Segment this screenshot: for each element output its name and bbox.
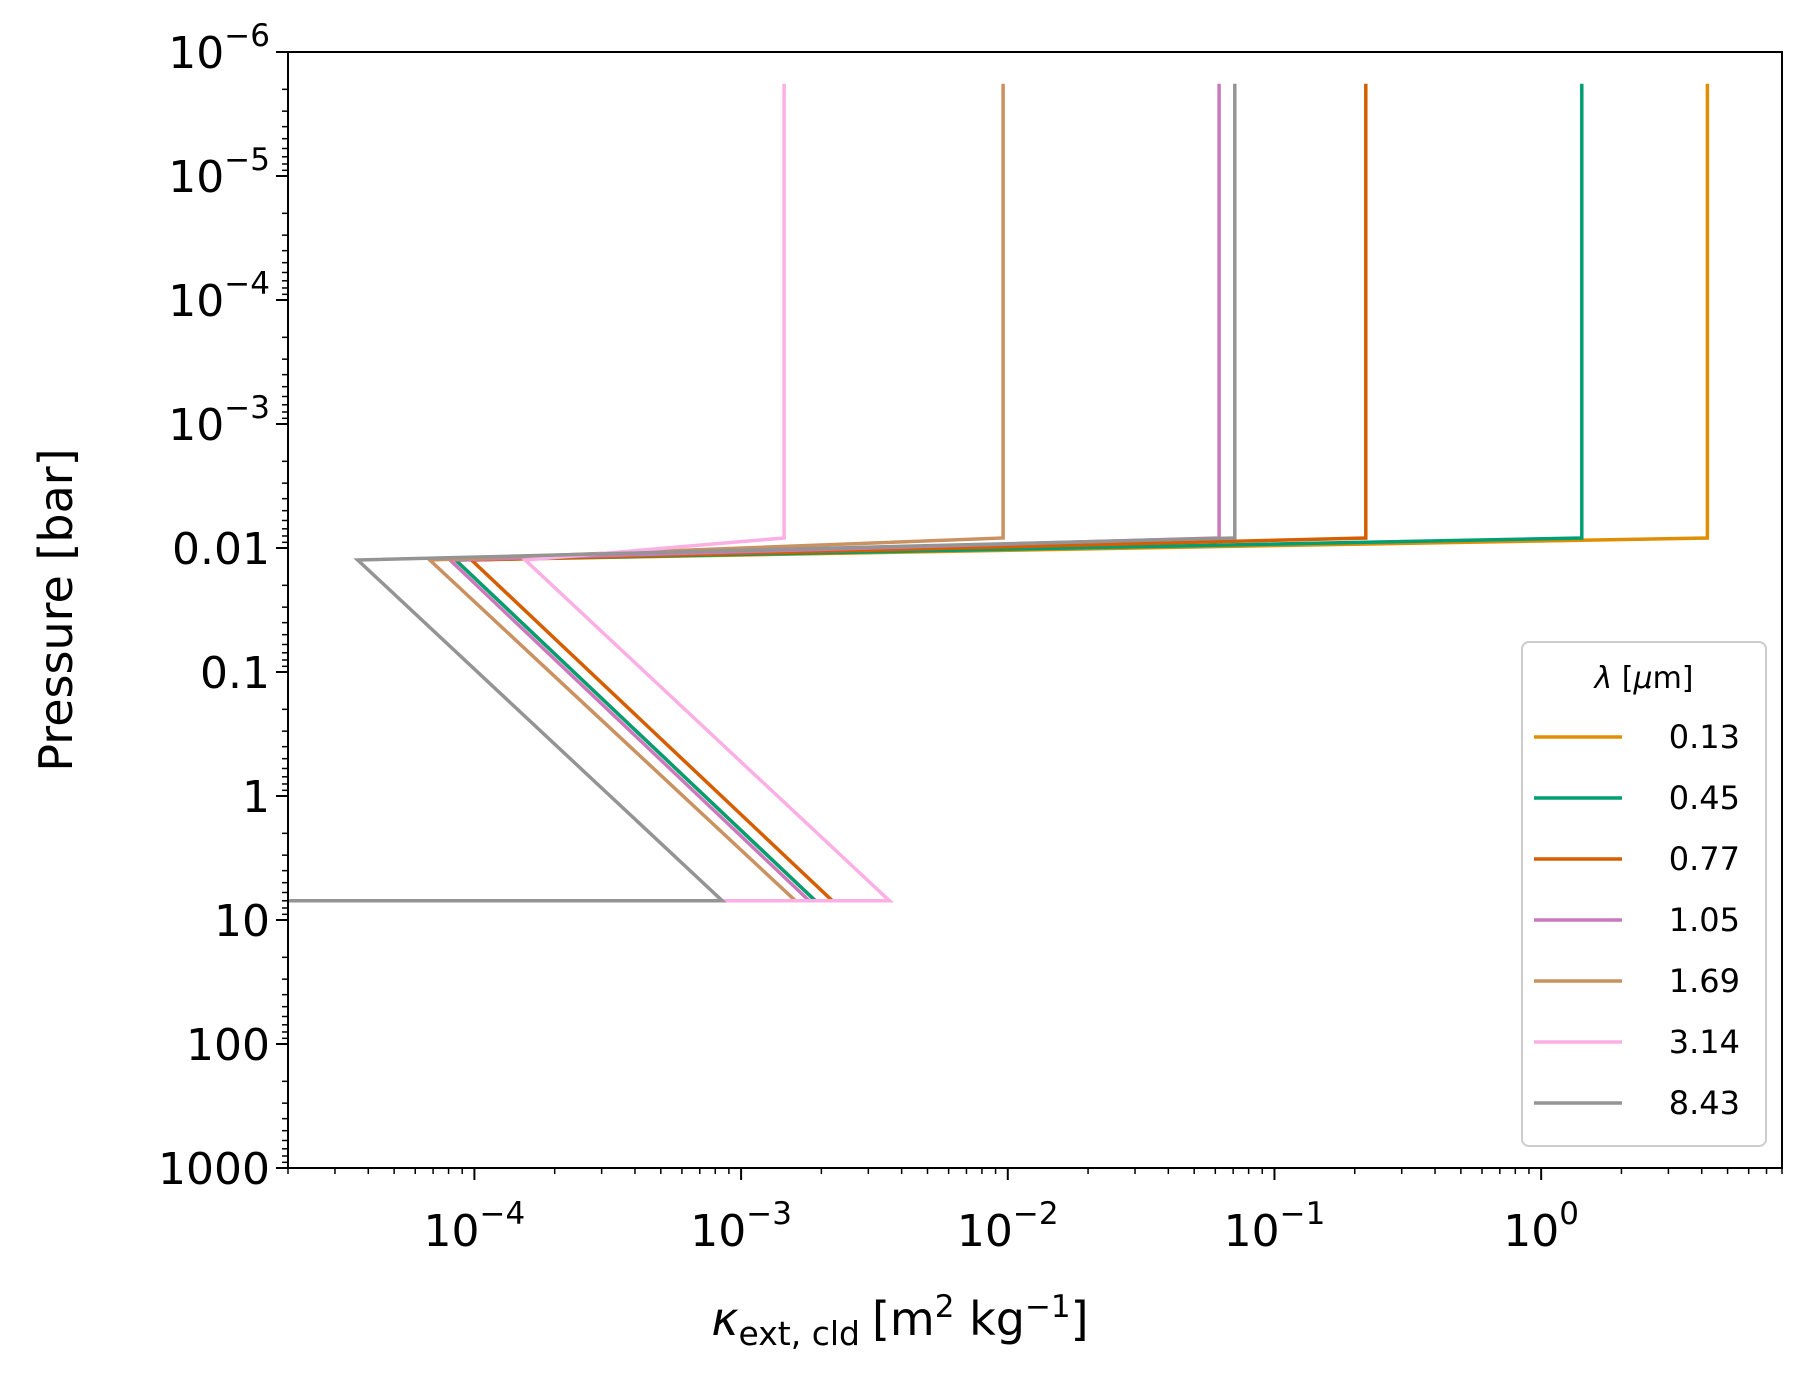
legend-label-1.05: 1.05 bbox=[1669, 901, 1740, 939]
plot-lines bbox=[288, 83, 1710, 903]
series-line-0.77 bbox=[467, 83, 1368, 903]
y-tick-label: 10−4 bbox=[168, 266, 270, 327]
x-label-unit-sup2: −1 bbox=[1025, 1289, 1071, 1325]
y-tick-label: 0.1 bbox=[200, 648, 270, 699]
x-tick-label: 10−4 bbox=[424, 1196, 526, 1257]
y-tick-label: 10−3 bbox=[168, 390, 270, 451]
x-tick-label: 10−1 bbox=[1224, 1196, 1326, 1257]
x-label-unit-open: [m bbox=[872, 1292, 935, 1346]
legend-box bbox=[1521, 641, 1767, 1147]
x-axis-label: κext, cld [m2 kg−1] bbox=[711, 1289, 1088, 1353]
legend-label-8.43: 8.43 bbox=[1669, 1084, 1740, 1122]
series-line-1.69 bbox=[425, 83, 1005, 903]
y-axis-label: Pressure [bar] bbox=[29, 448, 83, 771]
y-tick-label: 1 bbox=[242, 772, 270, 823]
x-label-unit-mid: kg bbox=[954, 1292, 1024, 1346]
legend-label-0.13: 0.13 bbox=[1669, 718, 1740, 756]
major-ticks bbox=[276, 51, 1543, 1180]
legend-label-0.45: 0.45 bbox=[1669, 779, 1740, 817]
y-tick-label: 1000 bbox=[158, 1144, 270, 1195]
minor-ticks bbox=[282, 88, 1783, 1174]
y-tick-label: 10 bbox=[214, 896, 270, 947]
x-label-subscript: ext, cld bbox=[739, 1314, 860, 1353]
plot-frame bbox=[287, 51, 1783, 1169]
legend-label-3.14: 3.14 bbox=[1669, 1023, 1740, 1061]
x-label-symbol: κ bbox=[711, 1292, 738, 1346]
x-tick-label: 10−2 bbox=[957, 1196, 1059, 1257]
x-tick-label: 100 bbox=[1503, 1196, 1579, 1257]
legend-label-0.77: 0.77 bbox=[1669, 840, 1740, 878]
legend-title: λ [μm] bbox=[1592, 661, 1693, 696]
x-tick-label: 10−3 bbox=[690, 1196, 792, 1257]
x-label-unit-sup1: 2 bbox=[935, 1289, 955, 1325]
legend-label-1.69: 1.69 bbox=[1669, 962, 1740, 1000]
y-tick-label: 100 bbox=[186, 1020, 270, 1071]
tick-labels: 10−4 10−3 10−2 10−1 100 10−6 10−5 10−4 10−3 0.01 0… bbox=[158, 18, 1579, 1257]
y-tick-label: 10−5 bbox=[168, 142, 270, 203]
y-tick-label: 10−6 bbox=[168, 18, 270, 79]
series-line-3.14 bbox=[521, 83, 894, 903]
series-line-8.43 bbox=[288, 83, 1237, 903]
x-label-unit-close: ] bbox=[1071, 1292, 1089, 1346]
legend-entries: 0.13 0.45 0.77 1.05 1.69 3.14 8.43 bbox=[1534, 718, 1740, 1122]
y-tick-label: 0.01 bbox=[172, 524, 270, 575]
series-line-0.45 bbox=[451, 83, 1584, 903]
legend: λ [μm] 0.13 0.45 0.77 1.05 1.69 3.14 8.43 bbox=[1521, 641, 1767, 1147]
